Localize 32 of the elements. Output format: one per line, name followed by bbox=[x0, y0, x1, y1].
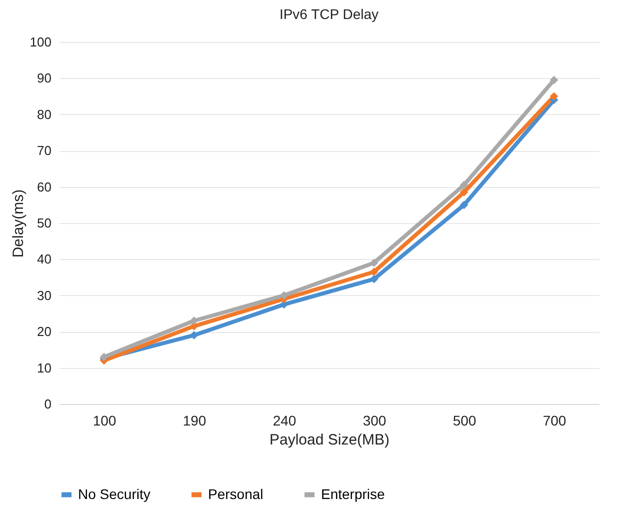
y-axis-title: Delay(ms) bbox=[10, 189, 27, 258]
point bbox=[460, 180, 468, 190]
y-tick-label: 80 bbox=[37, 106, 52, 122]
x-axis-title: Payload Size(MB) bbox=[269, 432, 390, 448]
chart-title: IPv6 TCP Delay bbox=[279, 6, 379, 22]
x-tick-label: 100 bbox=[92, 412, 116, 428]
y-tick-label: 10 bbox=[37, 360, 52, 376]
legend-label: Personal bbox=[208, 486, 264, 502]
y-tick-label: 40 bbox=[37, 252, 52, 267]
point bbox=[550, 92, 558, 100]
point bbox=[460, 188, 468, 196]
y-tick-label: 30 bbox=[37, 288, 52, 303]
point bbox=[190, 316, 198, 325]
x-tick-label: 500 bbox=[452, 412, 476, 428]
point bbox=[460, 200, 468, 210]
point bbox=[280, 291, 288, 300]
x-tick-label: 240 bbox=[272, 412, 296, 428]
y-tick-label: 100 bbox=[30, 34, 52, 50]
legend-label: Enterprise bbox=[321, 486, 386, 502]
point bbox=[550, 76, 558, 84]
x-tick-label: 300 bbox=[362, 412, 386, 428]
point bbox=[370, 268, 378, 276]
point bbox=[370, 258, 378, 268]
legend-label: No Security bbox=[78, 486, 150, 502]
y-tick-label: 50 bbox=[37, 216, 52, 230]
y-tick-label: 60 bbox=[37, 179, 52, 194]
y-tick-label: 90 bbox=[37, 70, 52, 86]
x-tick-label: 700 bbox=[542, 412, 566, 428]
y-tick-label: 70 bbox=[37, 143, 52, 158]
y-tick-label: 0 bbox=[44, 396, 52, 412]
y-tick-label: 20 bbox=[37, 324, 52, 340]
x-tick-label: 190 bbox=[182, 412, 206, 428]
